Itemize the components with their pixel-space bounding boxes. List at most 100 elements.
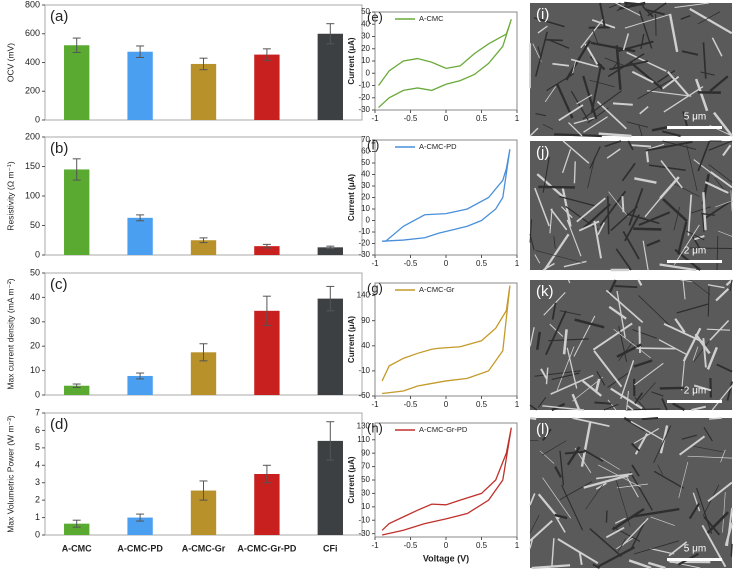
y-tick-label: 70	[361, 135, 370, 144]
sem-fiber	[574, 318, 605, 329]
sem-fiber	[703, 199, 733, 220]
sem-fiber	[679, 435, 706, 456]
sem-fiber	[624, 13, 671, 29]
sem-fiber	[659, 263, 697, 272]
sem-fiber	[634, 177, 657, 184]
sem-fiber	[724, 132, 733, 137]
sem-fiber	[542, 156, 550, 193]
sem-fiber	[672, 402, 686, 412]
sem-fiber	[694, 333, 711, 355]
sem-fiber	[600, 457, 620, 470]
sem-fiber	[634, 362, 664, 386]
sem-fiber	[552, 62, 570, 67]
sem-fiber	[573, 315, 596, 357]
sem-fiber	[693, 446, 724, 453]
panel-label: (i)	[536, 6, 549, 23]
sem-fiber	[701, 212, 715, 216]
sem-fiber	[710, 171, 733, 189]
y-tick-label: -20	[358, 93, 370, 102]
y-tick-label: 200	[25, 131, 40, 141]
sem-fiber	[605, 289, 644, 323]
sem-fiber	[716, 235, 719, 271]
sem-fiber	[630, 420, 666, 442]
y-tick-label: 6	[35, 425, 40, 435]
y-tick-label: 20	[361, 193, 370, 202]
sem-fiber	[626, 121, 649, 128]
sem-fiber	[646, 90, 692, 97]
y-tick-label: 40	[361, 341, 370, 350]
bar	[127, 517, 153, 535]
y-tick-label: 0	[35, 389, 40, 399]
sem-fiber	[583, 449, 604, 463]
sem-fiber	[687, 194, 693, 236]
y-tick-label: -20	[358, 239, 370, 248]
sem-fiber	[587, 107, 609, 124]
plot-frame	[44, 136, 363, 256]
y-tick-label: 130	[357, 421, 371, 430]
sem-fiber	[660, 160, 683, 189]
sem-fiber	[596, 370, 606, 386]
sem-fiber	[682, 327, 702, 362]
sem-fiber	[708, 140, 733, 151]
bar	[317, 298, 343, 395]
sem-fiber	[536, 173, 565, 198]
sem-fiber	[607, 196, 610, 235]
y-tick-label: 30	[30, 316, 40, 326]
sem-fiber	[599, 190, 627, 227]
sem-fiber	[549, 39, 570, 49]
sem-fiber	[658, 339, 688, 356]
y-tick-label: 30	[361, 32, 370, 41]
sem-fiber	[535, 31, 548, 77]
sem-fiber	[671, 181, 700, 197]
sem-fiber	[689, 7, 733, 35]
legend-label: A-CMC	[419, 14, 444, 23]
sem-fiber	[545, 310, 567, 356]
sem-fiber	[561, 148, 572, 174]
sem-fiber	[543, 233, 570, 271]
sem-fiber	[597, 222, 606, 236]
sem-fiber	[706, 346, 718, 370]
sem-fiber	[607, 370, 632, 388]
sem-fiber	[562, 329, 568, 355]
sem-fiber	[629, 471, 653, 511]
sem-fiber	[711, 37, 723, 57]
sem-fiber	[529, 327, 535, 347]
sem-fiber	[647, 561, 666, 570]
y-tick-label: 90	[361, 316, 370, 325]
x-tick-label: 0	[444, 259, 449, 268]
sem-fiber	[615, 2, 641, 16]
sem-fiber	[633, 227, 662, 231]
sem-fiber	[631, 70, 654, 84]
sem-fiber	[638, 211, 671, 227]
sem-fiber	[582, 90, 622, 120]
sem-fiber	[578, 220, 600, 232]
sem-fiber	[696, 487, 713, 534]
panel-label: (c)	[50, 276, 68, 293]
sem-fiber	[608, 191, 629, 217]
sem-fiber	[561, 484, 584, 531]
legend-label: A-CMC-PD	[419, 142, 457, 151]
scale-bar	[667, 400, 722, 403]
x-tick-label: 0	[444, 114, 449, 123]
sem-fiber	[567, 279, 571, 284]
sem-fiber	[633, 347, 676, 350]
sem-fiber	[709, 75, 729, 92]
sem-fiber	[595, 482, 607, 490]
sem-fiber	[576, 94, 593, 105]
sem-fiber	[594, 378, 601, 393]
sem-fiber	[650, 516, 675, 526]
sem-fiber	[681, 356, 686, 391]
x-axis-label: Voltage (V)	[423, 553, 469, 563]
sem-fiber	[715, 288, 730, 302]
sem-fiber	[610, 387, 643, 410]
sem-fiber	[697, 140, 711, 172]
sem-fiber	[563, 260, 587, 268]
sem-fiber	[707, 286, 710, 317]
sem-fiber	[572, 61, 576, 74]
sem-fiber	[544, 38, 563, 42]
cv-curve	[381, 285, 511, 395]
sem-fiber	[580, 421, 592, 467]
sem-fiber	[674, 248, 701, 271]
sem-fiber	[682, 111, 689, 128]
sem-fiber	[690, 279, 711, 296]
